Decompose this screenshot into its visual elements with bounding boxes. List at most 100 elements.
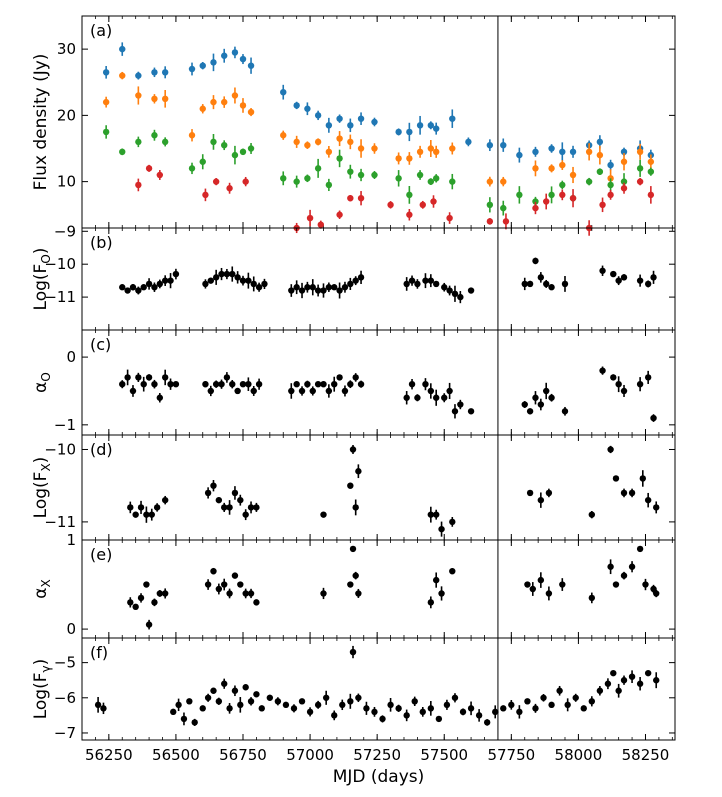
data-point (379, 715, 386, 723)
data-point (226, 590, 233, 597)
data-point (145, 621, 153, 628)
x-tick-label: 58250 (622, 746, 670, 764)
data-point (347, 122, 354, 129)
data-point (293, 284, 300, 291)
data-point (467, 408, 475, 415)
data-point (347, 280, 354, 288)
data-point (543, 198, 550, 205)
data-point (94, 701, 102, 709)
data-point (467, 705, 475, 712)
panel-a: 10 20 30 (a) Flux density (Jy) (31, 15, 676, 236)
data-point (650, 274, 657, 281)
data-point (102, 128, 110, 136)
data-point (419, 708, 426, 716)
data-point (322, 694, 330, 701)
data-point (449, 145, 456, 152)
data-point (427, 511, 435, 518)
data-point (620, 489, 628, 497)
data-point (532, 257, 539, 265)
data-point (414, 394, 421, 401)
data-point (647, 168, 655, 175)
y-axis-label: Log(FO) (31, 248, 53, 311)
data-point (231, 489, 239, 497)
data-point (156, 394, 164, 401)
data-point (451, 408, 459, 415)
data-point (156, 590, 164, 597)
data-point (548, 145, 555, 152)
data-point (304, 284, 311, 291)
data-point (293, 178, 300, 185)
panel-tag: (a) (90, 21, 112, 40)
y-tick-label: −7 (54, 724, 76, 742)
y-tick-label: −10 (44, 440, 76, 458)
data-point (132, 603, 139, 611)
data-point (537, 401, 545, 408)
data-point (569, 148, 577, 156)
data-point (132, 511, 139, 518)
data-point (545, 489, 553, 497)
data-point (500, 204, 507, 212)
data-point (255, 284, 263, 291)
data-point (151, 599, 158, 606)
data-point (449, 567, 456, 575)
data-point (314, 701, 322, 709)
data-point (280, 88, 287, 96)
data-point (306, 708, 314, 716)
data-point (226, 504, 233, 511)
panel-tag: (d) (90, 440, 113, 459)
data-point (636, 680, 644, 687)
data-point (234, 387, 241, 395)
data-point (457, 293, 464, 301)
data-point (569, 194, 577, 202)
data-point (143, 581, 150, 588)
data-point (140, 380, 147, 388)
data-point (615, 277, 622, 284)
data-point (231, 92, 239, 99)
data-point (620, 274, 628, 281)
data-point (556, 687, 563, 694)
data-point (304, 105, 311, 112)
data-point (610, 669, 617, 677)
data-point (406, 211, 413, 218)
data-point (441, 394, 448, 401)
data-point (650, 414, 657, 422)
data-point (261, 280, 268, 288)
data-point (529, 585, 536, 593)
y-axis-label: αX (31, 579, 53, 598)
panel-tag: (b) (90, 233, 113, 252)
data-point (636, 380, 644, 388)
data-point (239, 102, 247, 109)
data-point (223, 374, 231, 381)
data-point (304, 380, 311, 388)
data-point (255, 380, 263, 388)
data-point (422, 380, 429, 388)
data-point (500, 141, 507, 149)
data-point (599, 201, 606, 209)
data-point (293, 380, 300, 388)
data-point (642, 581, 649, 588)
y-axis-label: Flux density (Jy) (31, 54, 51, 191)
data-point (451, 694, 459, 701)
data-point (416, 122, 424, 129)
data-point (628, 673, 636, 680)
data-point (548, 284, 555, 291)
data-point (247, 108, 255, 116)
data-point (215, 698, 223, 705)
data-point (145, 165, 153, 172)
y-tick-label: 1 (66, 531, 76, 549)
data-point (341, 284, 349, 291)
data-point (199, 105, 206, 112)
data-point (161, 496, 169, 504)
data-point (628, 563, 636, 570)
data-point (540, 694, 547, 701)
series-0 (119, 366, 657, 422)
data-point (239, 55, 247, 63)
panel-d: −11 −10 (d) Log(FX) (31, 434, 676, 541)
data-point (355, 590, 362, 597)
data-point (320, 287, 327, 294)
data-point (352, 277, 359, 284)
data-point (432, 125, 440, 132)
data-point (395, 705, 402, 712)
y-tick-label: −10 (44, 255, 76, 273)
data-point (119, 148, 126, 156)
